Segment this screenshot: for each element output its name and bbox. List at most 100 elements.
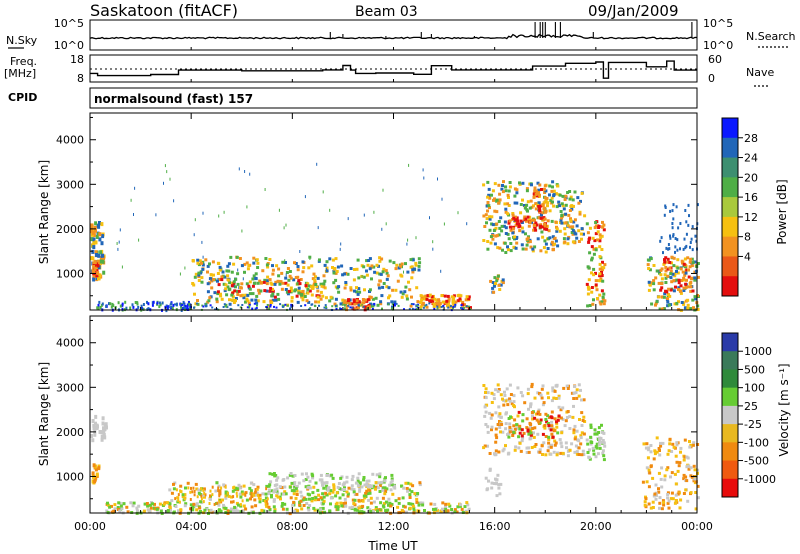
velocity-echo [268, 483, 272, 487]
velocity-echo [371, 472, 375, 476]
power-echo [299, 250, 301, 253]
velocity-echo [408, 496, 412, 499]
velocity-echo [497, 486, 501, 490]
power-echo [652, 282, 656, 286]
velocity-echo [566, 410, 570, 413]
power-echo [212, 273, 215, 277]
power-echo [486, 201, 490, 204]
velocity-echo [255, 491, 259, 495]
power-echo [99, 259, 103, 264]
velocity-colorbar-label: Velocity [m s⁻¹] [777, 363, 791, 456]
power-echo [268, 278, 272, 282]
power-echo [172, 303, 175, 307]
power-echo [600, 268, 604, 272]
power-echo [121, 302, 124, 306]
velocity-echo [238, 486, 242, 490]
power-echo [488, 196, 492, 200]
power-echo [197, 273, 201, 277]
velocity-echo [254, 488, 257, 492]
velocity-echo [661, 441, 665, 445]
velocity-echo [397, 501, 401, 505]
power-echo [252, 261, 256, 265]
power-echo [358, 290, 362, 294]
velocity-echo [486, 487, 490, 491]
power-echo [602, 302, 606, 306]
power-echo [593, 226, 597, 230]
velocity-echo [418, 483, 422, 487]
velocity-echo [647, 468, 651, 472]
power-echo [598, 233, 602, 237]
power-echo [490, 222, 494, 226]
velocity-echo [325, 493, 329, 497]
power-echo [664, 256, 668, 260]
velocity-echo [318, 478, 322, 482]
velocity-echo [346, 494, 350, 498]
power-echo [264, 188, 266, 191]
velocity-echo [667, 506, 671, 510]
power-echo [325, 266, 329, 270]
velocity-echo [504, 422, 508, 426]
power-echo [226, 264, 230, 268]
power-echo [410, 276, 414, 280]
power-echo [679, 247, 681, 251]
station-title: Saskatoon (fitACF) [90, 1, 238, 20]
power-echo [399, 290, 403, 294]
power-echo [501, 190, 505, 194]
velocity-echo [538, 448, 542, 452]
velocity-echo [249, 497, 252, 501]
power-echo [428, 293, 432, 297]
velocity-echo [683, 438, 687, 442]
velocity-echo [677, 464, 681, 468]
power-echo [189, 303, 192, 307]
velocity-echo [598, 446, 602, 450]
power-echo [248, 292, 252, 296]
power-echo [689, 241, 692, 244]
velocity-echo [532, 435, 536, 439]
power-echo [543, 227, 547, 231]
velocity-colorbar-segment [722, 369, 738, 389]
power-echo [324, 296, 328, 300]
power-echo [248, 305, 251, 308]
power-echo [169, 303, 172, 306]
velocity-echo [194, 482, 198, 486]
power-echo [406, 242, 408, 246]
velocity-echo [314, 481, 318, 485]
power-echo [250, 298, 254, 302]
velocity-echo [400, 508, 404, 512]
velocity-echo [336, 505, 340, 509]
velocity-echo [505, 387, 509, 391]
velocity-echo [602, 458, 606, 462]
velocity-echo [300, 507, 304, 511]
power-echo [90, 225, 94, 230]
power-echo [526, 200, 530, 204]
power-echo [696, 262, 700, 265]
velocity-echo [561, 406, 565, 410]
power-echo [213, 291, 217, 295]
velocity-echo [533, 416, 537, 420]
velocity-echo [538, 392, 541, 395]
velocity-echo [93, 426, 97, 431]
power-echo [569, 217, 572, 221]
power-echo [238, 257, 242, 260]
power-echo [364, 298, 367, 302]
power-colorbar-segment [722, 216, 738, 238]
velocity-echo [374, 481, 378, 485]
velocity-ytick-label-2000: 2000 [56, 426, 84, 439]
velocity-echo [550, 420, 554, 424]
power-echo [166, 170, 168, 174]
velocity-echo [653, 492, 657, 496]
power-echo [686, 256, 690, 260]
power-echo [556, 184, 560, 188]
velocity-echo [222, 483, 226, 487]
velocity-echo [504, 427, 508, 431]
velocity-echo [556, 431, 560, 435]
power-echo [543, 217, 547, 221]
velocity-echo [381, 496, 385, 500]
velocity-echo [643, 503, 647, 507]
power-echo [441, 197, 443, 201]
velocity-echo [353, 493, 357, 496]
power-echo [518, 224, 522, 228]
power-echo [431, 299, 434, 303]
